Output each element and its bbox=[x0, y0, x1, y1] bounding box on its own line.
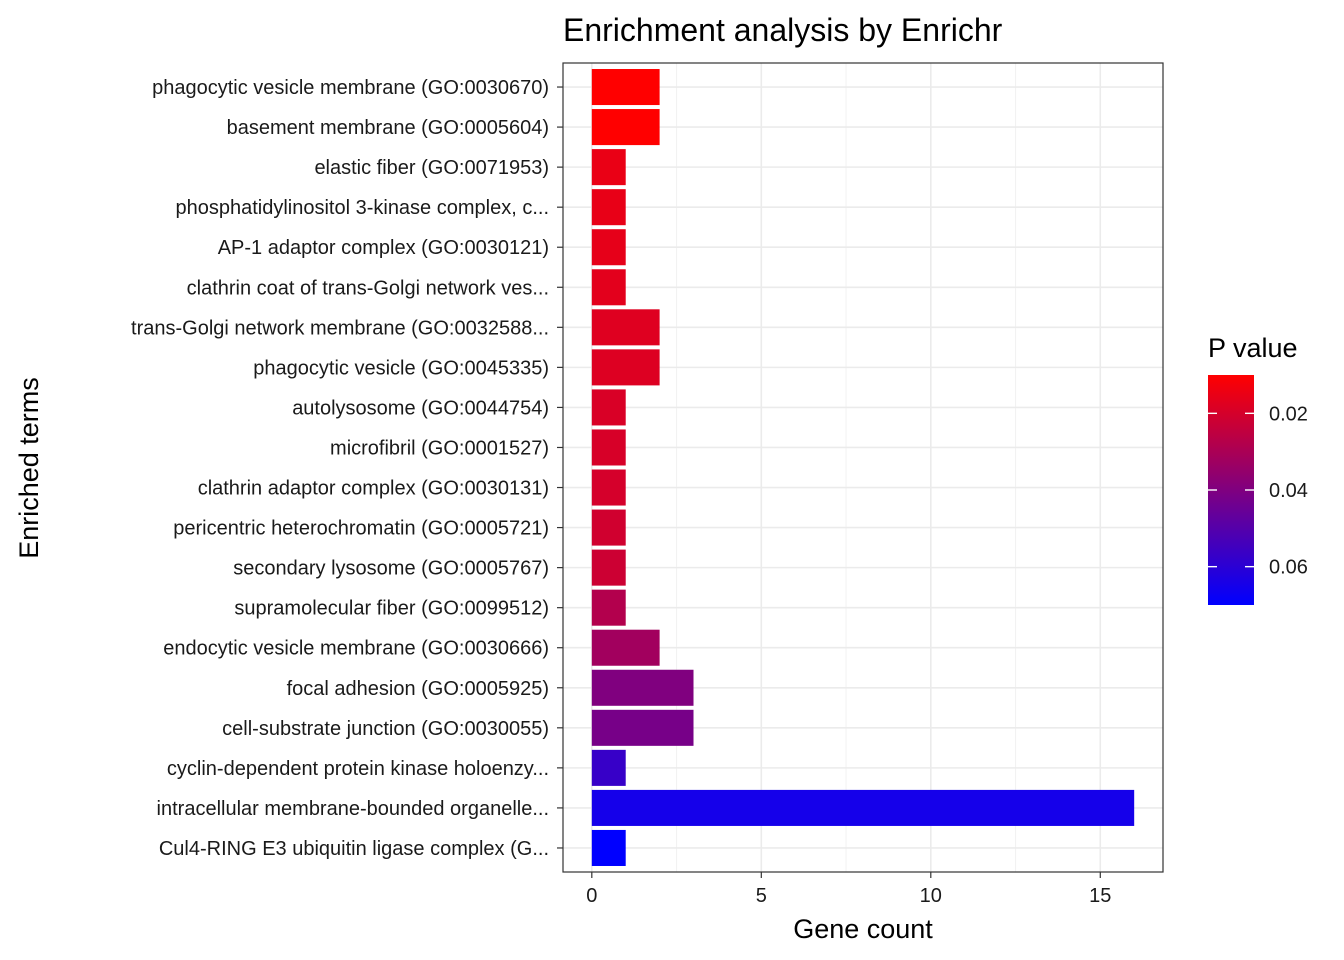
grid-lines bbox=[563, 63, 1163, 872]
y-tick-label: AP-1 adaptor complex (GO:0030121) bbox=[218, 237, 549, 259]
y-axis-labels: phagocytic vesicle membrane (GO:0030670)… bbox=[131, 77, 563, 860]
chart-title: Enrichment analysis by Enrichr bbox=[563, 12, 1003, 48]
bar bbox=[591, 69, 660, 106]
bar bbox=[591, 389, 626, 426]
bars bbox=[591, 69, 1135, 866]
y-axis-title: Enriched terms bbox=[14, 377, 44, 559]
bar bbox=[591, 149, 626, 186]
y-tick-label: clathrin coat of trans-Golgi network ves… bbox=[187, 277, 549, 299]
legend-tick-label: 0.02 bbox=[1269, 403, 1308, 425]
p-value-legend: P value 0.02 0.04 0.06 bbox=[1208, 333, 1308, 605]
legend-title: P value bbox=[1208, 333, 1298, 363]
x-axis-title: Gene count bbox=[793, 914, 933, 944]
y-tick-label: Cul4-RING E3 ubiquitin ligase complex (G… bbox=[159, 838, 549, 860]
y-tick-label: trans-Golgi network membrane (GO:0032588… bbox=[131, 317, 549, 339]
bar bbox=[591, 589, 626, 626]
x-tick-label: 0 bbox=[586, 885, 597, 907]
y-tick-label: cyclin-dependent protein kinase holoenzy… bbox=[167, 758, 549, 780]
y-tick-label: phosphatidylinositol 3-kinase complex, c… bbox=[175, 197, 549, 219]
bar bbox=[591, 469, 626, 506]
y-tick-label: focal adhesion (GO:0005925) bbox=[287, 678, 549, 700]
bar bbox=[591, 229, 626, 266]
y-tick-label: endocytic vesicle membrane (GO:0030666) bbox=[163, 638, 549, 660]
bar bbox=[591, 709, 694, 746]
y-tick-label: pericentric heterochromatin (GO:0005721) bbox=[173, 518, 549, 540]
y-tick-label: elastic fiber (GO:0071953) bbox=[314, 157, 549, 179]
y-tick-label: phagocytic vesicle membrane (GO:0030670) bbox=[152, 77, 549, 99]
bar bbox=[591, 509, 626, 546]
bar bbox=[591, 269, 626, 306]
y-tick-label: autolysosome (GO:0044754) bbox=[292, 397, 549, 419]
y-tick-label: supramolecular fiber (GO:0099512) bbox=[234, 598, 549, 620]
x-axis-ticks: 0 5 10 15 bbox=[586, 872, 1111, 907]
bar bbox=[591, 189, 626, 226]
y-tick-label: microfibril (GO:0001527) bbox=[330, 437, 549, 459]
y-tick-label: clathrin adaptor complex (GO:0030131) bbox=[198, 478, 549, 500]
x-tick-label: 10 bbox=[920, 885, 942, 907]
legend-tick-label: 0.04 bbox=[1269, 480, 1308, 502]
x-tick-label: 5 bbox=[756, 885, 767, 907]
bar bbox=[591, 789, 1135, 826]
bar bbox=[591, 549, 626, 586]
legend-ticks: 0.02 0.04 0.06 bbox=[1208, 403, 1308, 579]
legend-tick-label: 0.06 bbox=[1269, 557, 1308, 579]
bar bbox=[591, 749, 626, 786]
y-tick-label: basement membrane (GO:0005604) bbox=[227, 117, 549, 139]
y-tick-label: cell-substrate junction (GO:0030055) bbox=[222, 718, 549, 740]
bar bbox=[591, 629, 660, 666]
bar bbox=[591, 829, 626, 866]
bar bbox=[591, 349, 660, 386]
bar bbox=[591, 109, 660, 146]
x-tick-label: 15 bbox=[1089, 885, 1111, 907]
y-tick-label: intracellular membrane-bounded organelle… bbox=[157, 798, 549, 820]
plot-panel-border bbox=[562, 62, 1164, 873]
bar bbox=[591, 429, 626, 466]
y-tick-label: secondary lysosome (GO:0005767) bbox=[233, 558, 549, 580]
y-tick-label: phagocytic vesicle (GO:0045335) bbox=[253, 357, 549, 379]
bar bbox=[591, 309, 660, 346]
bar bbox=[591, 669, 694, 706]
